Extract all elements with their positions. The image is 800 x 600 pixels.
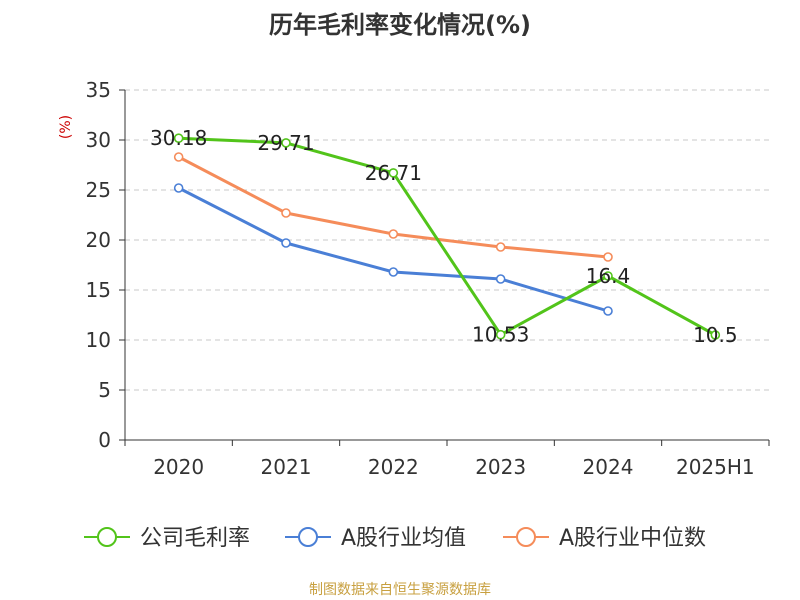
legend-item: A股行业均值 <box>285 526 466 551</box>
data-point <box>173 133 184 143</box>
data-point <box>173 183 184 193</box>
data-point <box>281 138 291 148</box>
axes: 0 5 10 15 20 25 30 35 2020 2021 2022 2023 2024 2025H1 <box>86 78 770 479</box>
y-tick-label: 15 <box>86 278 111 302</box>
data-point <box>388 168 399 178</box>
x-tick-label: 2025H1 <box>676 455 755 479</box>
data-label: 30.18 <box>150 126 207 150</box>
x-tick-label: 2020 <box>153 455 204 479</box>
data-point <box>603 306 613 316</box>
legend-label: 公司毛利率 <box>140 526 250 551</box>
y-tick-label: 10 <box>86 328 111 352</box>
data-point <box>495 274 506 284</box>
data-point <box>281 208 291 218</box>
data-point <box>173 152 184 162</box>
data-point <box>603 252 613 262</box>
data-point <box>388 267 399 277</box>
data-point <box>281 238 291 248</box>
data-label: 16.4 <box>586 264 631 288</box>
data-point <box>603 271 613 281</box>
data-label: 10.5 <box>693 323 738 347</box>
series-0 <box>173 133 721 340</box>
series-1 <box>173 183 613 316</box>
x-tick-label: 2021 <box>261 455 312 479</box>
source-note: 制图数据来自恒生聚源数据库 <box>309 582 491 598</box>
data-point <box>495 329 506 340</box>
legend-item: 公司毛利率 <box>84 526 250 551</box>
legend-item: A股行业中位数 <box>503 526 706 551</box>
legend: 公司毛利率 A股行业均值 A股行业中位数 <box>84 526 706 551</box>
y-axis-unit-label: (%) <box>58 115 74 139</box>
y-tick-label: 5 <box>98 378 111 402</box>
data-point <box>388 229 399 239</box>
series-lines <box>173 133 721 340</box>
data-label: 10.53 <box>472 323 529 347</box>
x-tick-label: 2023 <box>475 455 526 479</box>
chart-title: 历年毛利率变化情况(%) <box>269 11 531 39</box>
x-tick-label: 2024 <box>583 455 634 479</box>
legend-marker <box>516 527 536 547</box>
x-tick-label: 2022 <box>368 455 419 479</box>
data-point <box>710 330 721 340</box>
legend-marker <box>97 527 117 547</box>
y-tick-label: 30 <box>86 128 111 152</box>
data-point <box>495 242 506 252</box>
series-2 <box>173 152 613 262</box>
y-tick-label: 20 <box>86 228 111 252</box>
legend-label: A股行业均值 <box>341 526 466 551</box>
y-tick-label: 0 <box>98 428 111 452</box>
y-tick-label: 25 <box>86 178 111 202</box>
data-label: 26.71 <box>365 161 422 185</box>
data-labels: 30.18 29.71 26.71 10.53 16.4 10.5 <box>150 126 738 347</box>
y-tick-label: 35 <box>86 78 111 102</box>
data-label: 29.71 <box>257 131 314 155</box>
legend-label: A股行业中位数 <box>559 526 706 551</box>
legend-marker <box>298 527 318 547</box>
series-line <box>178 136 717 337</box>
